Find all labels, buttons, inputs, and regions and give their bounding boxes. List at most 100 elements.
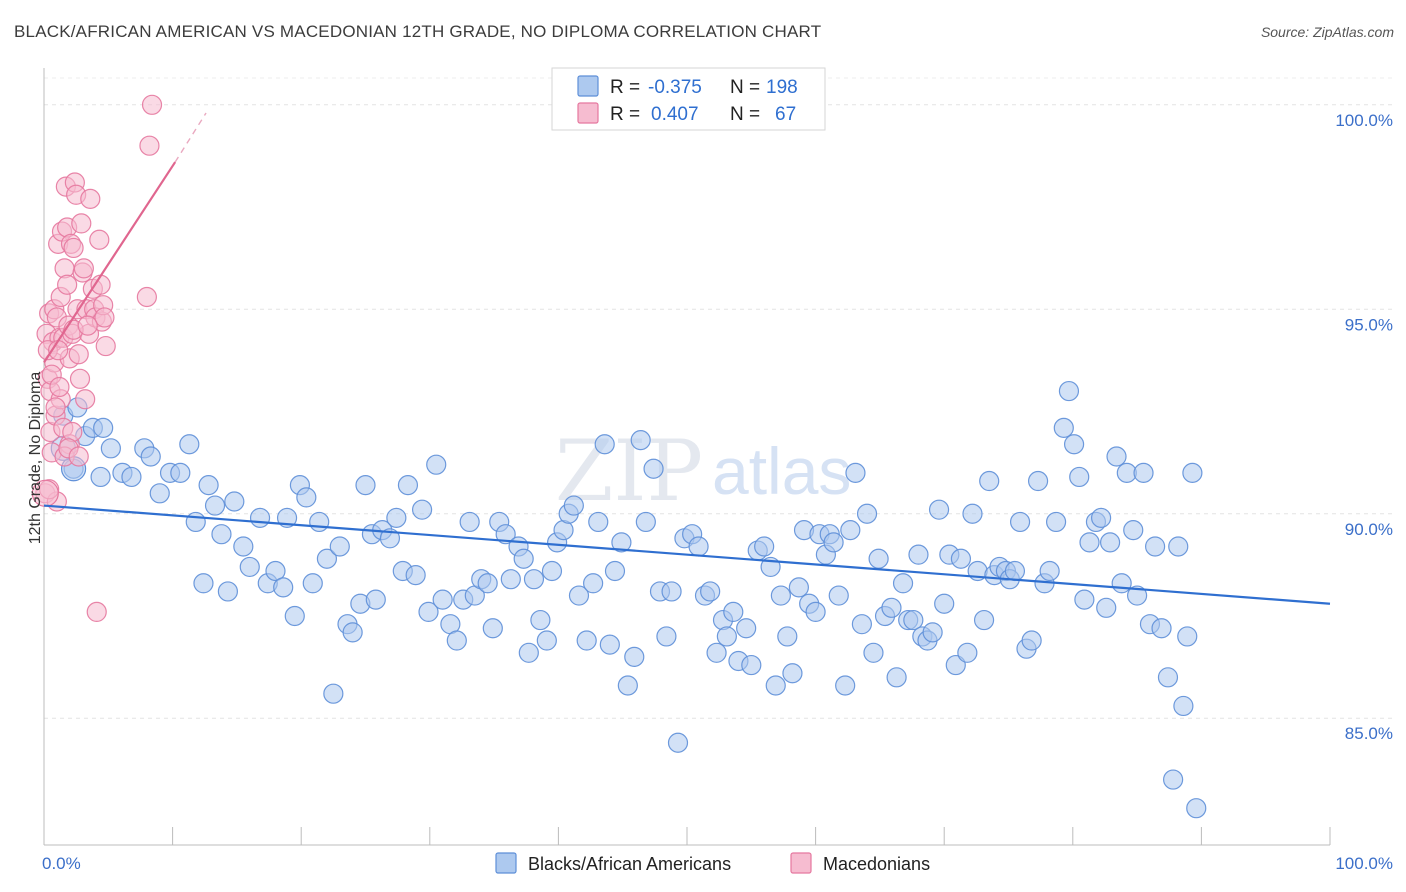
x-tick-label-max: 100.0% — [1335, 854, 1393, 873]
data-point-blacks-african-americans — [950, 548, 972, 569]
data-point-blacks-african-americans — [193, 573, 214, 594]
data-point-blacks-african-americans — [536, 630, 557, 651]
data-point-blacks-african-americans — [962, 503, 983, 524]
data-point-blacks-african-americans — [495, 524, 516, 545]
source-label: Source: ZipAtlas.com — [1260, 24, 1394, 40]
y-tick-label: 90.0% — [1345, 520, 1393, 539]
x-axis-ticks — [172, 827, 1331, 845]
data-point-blacks-african-americans — [90, 466, 111, 488]
data-point-blacks-african-americans — [617, 675, 638, 696]
legend-swatch-blue — [577, 75, 599, 97]
data-point-macedonians — [69, 368, 91, 389]
data-point-blacks-african-americans — [432, 589, 453, 610]
data-point-blacks-african-americans — [316, 548, 338, 569]
data-point-blacks-african-americans — [576, 630, 597, 651]
data-point-blacks-african-americans — [477, 573, 498, 594]
data-point-blacks-african-americans — [459, 511, 480, 533]
data-point-blacks-african-americans — [302, 573, 323, 594]
data-point-blacks-african-americans — [405, 564, 426, 586]
data-point-blacks-african-americans — [934, 593, 955, 614]
data-point-blacks-african-americans — [599, 634, 620, 655]
data-point-blacks-african-americans — [736, 618, 757, 639]
data-point-blacks-african-americans — [630, 430, 651, 451]
data-point-blacks-african-americans — [1021, 630, 1042, 651]
data-point-blacks-african-americans — [204, 495, 226, 516]
data-point-blacks-african-americans — [588, 511, 609, 533]
data-point-blacks-african-americans — [1009, 511, 1031, 533]
data-point-blacks-african-americans — [568, 585, 590, 606]
data-point-macedonians — [49, 376, 70, 398]
data-point-blacks-african-americans — [397, 475, 419, 496]
bottom-legend-label-blue: Blacks/African Americans — [528, 854, 731, 874]
data-point-macedonians — [136, 286, 157, 308]
data-point-blacks-african-americans — [922, 622, 943, 643]
data-point-blacks-african-americans — [1039, 560, 1060, 582]
legend-n-label-blue: N = — [730, 77, 760, 98]
data-point-blacks-african-americans — [656, 626, 677, 647]
data-point-blacks-african-americans — [323, 683, 344, 704]
data-point-blacks-african-americans — [1163, 769, 1184, 790]
data-point-blacks-african-americans — [788, 577, 809, 598]
data-point-blacks-african-americans — [530, 609, 551, 631]
trend-line-macedonians-extension — [174, 112, 207, 163]
data-point-blacks-african-americans — [723, 601, 744, 623]
data-point-blacks-african-americans — [418, 601, 439, 623]
data-point-blacks-african-americans — [1182, 462, 1203, 483]
data-point-macedonians — [68, 344, 89, 365]
data-point-macedonians — [62, 421, 83, 443]
data-point-blacks-african-americans — [881, 597, 902, 618]
data-point-blacks-african-americans — [828, 585, 849, 606]
y-axis-label: 12th Grade, No Diploma — [27, 372, 44, 545]
data-point-blacks-african-americans — [523, 569, 545, 590]
series-legend: Blacks/African Americans Macedonians — [495, 852, 930, 874]
chart-title: BLACK/AFRICAN AMERICAN VS MACEDONIAN 12T… — [14, 22, 822, 41]
data-point-blacks-african-americans — [716, 626, 737, 647]
data-point-macedonians — [139, 135, 160, 156]
data-point-blacks-african-americans — [700, 581, 721, 602]
data-point-blacks-african-americans — [1099, 532, 1121, 553]
data-point-blacks-african-americans — [1096, 597, 1117, 618]
data-point-macedonians — [57, 274, 78, 295]
data-point-macedonians — [80, 188, 101, 209]
data-point-blacks-african-americans — [500, 569, 521, 590]
data-point-blacks-african-americans — [224, 491, 245, 512]
data-point-blacks-african-americans — [296, 487, 317, 508]
data-point-macedonians — [45, 397, 66, 418]
data-point-blacks-african-americans — [1151, 618, 1172, 639]
data-point-blacks-african-americans — [741, 654, 762, 676]
data-point-blacks-african-americans — [265, 560, 286, 582]
data-point-blacks-african-americans — [624, 646, 645, 667]
bottom-legend-swatch-blue — [495, 852, 517, 874]
data-point-blacks-african-americans — [845, 462, 866, 483]
data-point-blacks-african-americans — [863, 642, 884, 663]
data-point-blacks-african-americans — [851, 614, 872, 635]
trend-line-blacks-african-americans — [43, 504, 1331, 605]
data-point-blacks-african-americans — [856, 503, 878, 524]
data-point-blacks-african-americans — [309, 511, 330, 533]
data-point-blacks-african-americans — [1058, 380, 1080, 402]
data-point-macedonians — [77, 315, 98, 336]
data-point-blacks-african-americans — [249, 507, 271, 528]
data-point-blacks-african-americans — [840, 520, 861, 541]
data-point-macedonians — [89, 229, 110, 250]
data-point-blacks-african-americans — [667, 732, 689, 753]
data-point-blacks-african-americans — [329, 536, 350, 557]
data-point-blacks-african-americans — [688, 536, 709, 557]
data-point-blacks-african-americans — [100, 438, 121, 459]
data-point-blacks-african-americans — [957, 642, 978, 663]
legend-n-value-blue: 198 — [766, 77, 798, 98]
data-point-blacks-african-americans — [198, 475, 219, 496]
data-point-blacks-african-americans — [635, 511, 656, 533]
data-point-blacks-african-americans — [541, 560, 563, 582]
legend-r-value-pink: 0.407 — [651, 104, 699, 125]
data-point-blacks-african-americans — [1069, 466, 1090, 488]
legend-r-label-blue: R = — [610, 77, 640, 98]
data-point-blacks-african-americans — [355, 475, 376, 496]
data-point-blacks-african-americans — [1111, 573, 1132, 594]
data-point-blacks-african-americans — [661, 581, 682, 602]
data-point-blacks-african-americans — [892, 573, 914, 594]
data-point-blacks-african-americans — [121, 466, 142, 488]
data-point-blacks-african-americans — [284, 605, 305, 627]
data-point-blacks-african-americans — [823, 532, 844, 553]
legend-swatch-pink — [577, 102, 599, 124]
